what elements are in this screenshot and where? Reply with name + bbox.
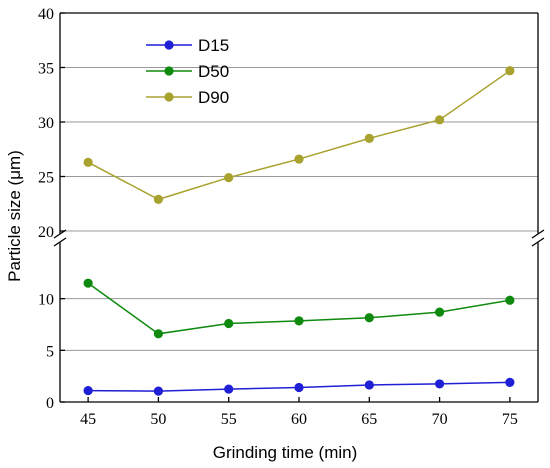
data-point-d15 — [83, 386, 93, 396]
data-point-d50 — [153, 329, 164, 339]
data-point-d90 — [153, 194, 164, 204]
data-point-d90 — [364, 133, 374, 143]
y-tick-label: 5 — [46, 343, 54, 360]
data-point-d50 — [434, 307, 445, 317]
y-tick-label: 25 — [38, 170, 54, 187]
x-tick-label: 50 — [150, 411, 166, 428]
data-point-d15 — [153, 386, 164, 396]
data-point-d15 — [364, 380, 374, 390]
grid-layer — [60, 67, 538, 351]
data-point-d90 — [224, 172, 234, 183]
x-tick-label: 75 — [502, 411, 518, 428]
data-point-d90 — [83, 157, 93, 167]
x-tick-label: 70 — [432, 411, 448, 428]
y-tick-label: 10 — [38, 292, 54, 309]
data-point-d50 — [294, 316, 304, 326]
y-axis-title: Particle size (μm) — [5, 150, 24, 282]
legend-label-d15: D15 — [198, 36, 229, 55]
data-point-d50 — [364, 313, 374, 323]
data-point-d15 — [294, 382, 304, 393]
series-line-d90 — [87, 70, 511, 201]
y-tick-label: 20 — [38, 224, 54, 241]
legend-marker-d90 — [164, 92, 174, 102]
data-point-d15 — [505, 377, 515, 387]
data-point-d50 — [505, 295, 515, 305]
x-tick-label: 45 — [80, 411, 96, 428]
data-point-d15 — [434, 379, 445, 389]
data-point-d90 — [505, 66, 515, 76]
x-tick-label: 55 — [221, 411, 237, 428]
y-tick-label: 0 — [46, 395, 54, 412]
legend-marker-d15 — [164, 40, 174, 50]
data-point-d15 — [224, 384, 234, 394]
axis-break-mark — [53, 237, 67, 247]
x-axis-title: Grinding time (min) — [213, 443, 358, 462]
data-point-d90 — [434, 115, 445, 125]
series-layer — [83, 66, 515, 396]
axis-break-mark — [531, 237, 545, 247]
data-point-d90 — [294, 154, 304, 164]
y-tick-label: 40 — [38, 6, 54, 23]
legend-label-d50: D50 — [198, 62, 229, 81]
data-point-d50 — [224, 318, 234, 329]
legend: D15 D50 D90 — [146, 36, 229, 107]
axes-layer: 20 25 30 35 40 0 5 10 45 50 55 60 65 70 75 — [38, 6, 545, 428]
x-tick-label: 60 — [291, 411, 307, 428]
x-tick-label: 65 — [361, 411, 377, 428]
series-line-d50 — [87, 282, 511, 335]
legend-label-d90: D90 — [198, 88, 229, 107]
y-tick-label: 35 — [38, 61, 54, 78]
axis-break-mark — [531, 229, 545, 239]
legend-marker-d50 — [164, 66, 174, 76]
y-tick-label: 30 — [38, 115, 54, 132]
data-point-d50 — [83, 278, 93, 288]
